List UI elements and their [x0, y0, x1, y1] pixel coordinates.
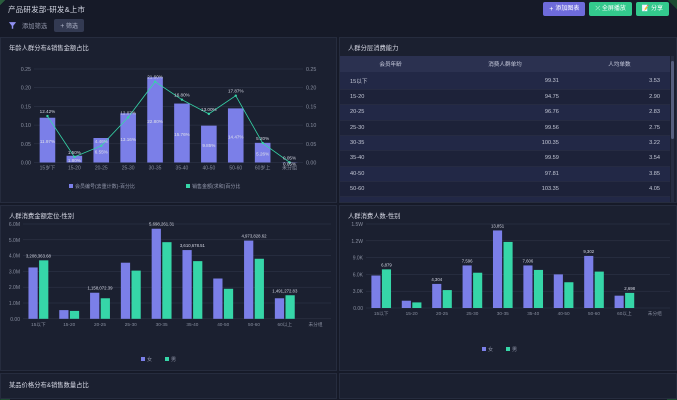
svg-text:16.80%: 16.80%	[174, 93, 190, 98]
svg-text:40-50: 40-50	[202, 166, 215, 172]
svg-text:15.76%: 15.76%	[174, 132, 190, 137]
svg-text:14.47%: 14.47%	[228, 134, 244, 139]
svg-text:3,208,363.68: 3,208,363.68	[26, 253, 52, 258]
svg-text:50-60: 50-60	[229, 166, 242, 172]
svg-text:22.80%: 22.80%	[147, 119, 163, 124]
svg-text:3,610,678.51: 3,610,678.51	[180, 243, 206, 248]
svg-text:12.07%: 12.07%	[120, 110, 136, 115]
svg-text:60以上: 60以上	[278, 321, 293, 327]
svg-text:0.10: 0.10	[21, 123, 31, 129]
svg-text:会员编号(去重计数)-百分比: 会员编号(去重计数)-百分比	[75, 183, 135, 190]
svg-text:0.05: 0.05	[306, 142, 316, 148]
svg-text:6.55%: 6.55%	[95, 149, 108, 154]
svg-text:15-20: 15-20	[68, 166, 81, 172]
svg-text:21.60%: 21.60%	[147, 75, 163, 80]
svg-text:35-40: 35-40	[176, 166, 189, 172]
svg-text:2,698: 2,698	[624, 286, 635, 291]
svg-text:6,879: 6,879	[381, 262, 392, 267]
svg-text:0.25: 0.25	[21, 67, 31, 73]
svg-text:40-50: 40-50	[558, 311, 570, 316]
svg-text:0.15: 0.15	[21, 104, 31, 110]
svg-text:1.50%: 1.50%	[68, 150, 81, 155]
svg-text:男: 男	[512, 347, 517, 353]
svg-text:25-30: 25-30	[466, 311, 478, 316]
svg-text:2.0M: 2.0M	[9, 285, 20, 291]
svg-text:17.87%: 17.87%	[228, 89, 244, 94]
svg-text:1.2W: 1.2W	[351, 239, 363, 245]
svg-text:0.00: 0.00	[21, 161, 31, 167]
svg-text:15以下: 15以下	[374, 311, 389, 317]
svg-text:13,851: 13,851	[491, 223, 505, 228]
svg-text:40-50: 40-50	[217, 322, 229, 327]
svg-text:60以上: 60以上	[617, 310, 632, 316]
svg-text:0.10: 0.10	[306, 123, 316, 129]
svg-text:未分组: 未分组	[282, 165, 297, 172]
svg-text:1,158,072.39: 1,158,072.39	[87, 286, 113, 291]
svg-text:9.0K: 9.0K	[353, 256, 364, 262]
svg-text:0.25: 0.25	[306, 67, 316, 73]
svg-text:30-35: 30-35	[497, 311, 509, 316]
svg-text:1.5W: 1.5W	[351, 222, 363, 228]
svg-text:13.16%: 13.16%	[120, 137, 136, 142]
svg-text:0.05: 0.05	[21, 142, 31, 148]
svg-text:4,304: 4,304	[431, 277, 442, 282]
svg-text:4,973,828.62: 4,973,828.62	[241, 234, 267, 239]
svg-text:50-60: 50-60	[588, 311, 600, 316]
svg-text:女: 女	[488, 346, 493, 353]
svg-text:未分组: 未分组	[309, 321, 323, 328]
svg-text:7,596: 7,596	[462, 258, 473, 263]
svg-text:3.0M: 3.0M	[9, 269, 20, 275]
svg-text:60岁上: 60岁上	[255, 165, 271, 172]
svg-text:15以下: 15以下	[31, 322, 46, 328]
svg-text:30-35: 30-35	[149, 166, 162, 172]
svg-text:0.20: 0.20	[306, 86, 316, 92]
svg-text:20-25: 20-25	[436, 311, 448, 316]
svg-text:4.0M: 4.0M	[9, 254, 20, 260]
svg-text:20-25: 20-25	[94, 322, 106, 327]
svg-text:0.00: 0.00	[306, 161, 316, 167]
svg-text:15-20: 15-20	[406, 311, 418, 316]
svg-text:15岁下: 15岁下	[40, 165, 56, 172]
svg-text:5,698,261.31: 5,698,261.31	[149, 222, 175, 227]
svg-text:7,606: 7,606	[523, 258, 534, 263]
svg-text:9,302: 9,302	[583, 249, 594, 254]
svg-text:男: 男	[171, 357, 176, 363]
svg-text:5.20%: 5.20%	[256, 136, 269, 141]
svg-text:20-25: 20-25	[95, 166, 108, 172]
svg-text:未分组: 未分组	[648, 310, 662, 317]
svg-text:1.80%: 1.80%	[68, 158, 81, 163]
svg-text:11.97%: 11.97%	[40, 139, 55, 144]
svg-text:35-40: 35-40	[527, 311, 539, 316]
svg-text:50-60: 50-60	[248, 322, 260, 327]
svg-text:0.20: 0.20	[21, 86, 31, 92]
svg-text:25-30: 25-30	[125, 322, 137, 327]
svg-text:35-40: 35-40	[186, 322, 198, 327]
svg-text:30-35: 30-35	[156, 322, 168, 327]
svg-text:0.00: 0.00	[10, 317, 20, 323]
svg-text:15-20: 15-20	[63, 322, 75, 327]
svg-text:4.46%: 4.46%	[95, 139, 108, 144]
svg-text:1,491,272.83: 1,491,272.83	[272, 288, 298, 293]
svg-text:女: 女	[147, 356, 152, 363]
svg-text:0.15: 0.15	[306, 104, 316, 110]
svg-text:0.05%: 0.05%	[283, 155, 296, 160]
svg-text:6.0M: 6.0M	[9, 222, 20, 228]
svg-text:1.0M: 1.0M	[9, 301, 20, 307]
svg-text:5.26%: 5.26%	[256, 152, 269, 157]
svg-text:3.0K: 3.0K	[353, 289, 364, 295]
svg-text:25-30: 25-30	[122, 166, 135, 172]
svg-text:9.85%: 9.85%	[202, 143, 215, 148]
svg-text:12.42%: 12.42%	[40, 109, 56, 114]
svg-text:5.0M: 5.0M	[9, 238, 20, 244]
svg-text:0.00: 0.00	[353, 306, 363, 312]
svg-text:13.00%: 13.00%	[201, 107, 217, 112]
svg-text:6.0K: 6.0K	[353, 272, 364, 278]
svg-text:销售金额(求和)百分比: 销售金额(求和)百分比	[192, 183, 240, 190]
